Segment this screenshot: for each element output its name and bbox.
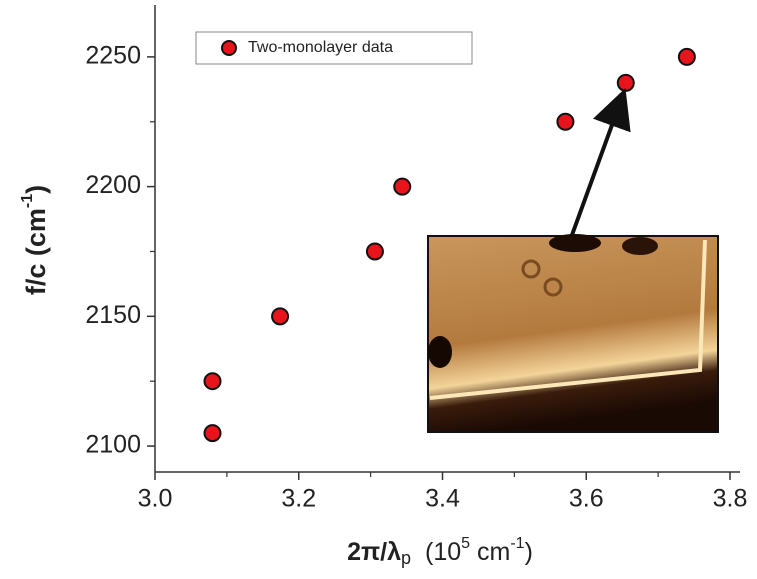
x-label-part: ) [525,538,533,566]
point [365,242,384,261]
x-tick-label: 3.4 [425,485,460,513]
arrow [570,87,631,236]
x-label-sup: 5 [461,535,470,552]
x-label-sub: p [401,548,411,568]
y-label-part: f/c (cm [21,208,51,295]
legend-marker [221,40,237,56]
legend-box [195,31,473,65]
y-label-sup: -1 [19,194,36,208]
y-tick-label: 2200 [85,171,141,199]
x-tick-label: 3.8 [713,485,748,513]
inset-image [427,234,719,433]
y-axis-title: f/c (cm-1) [19,185,51,295]
y-tick-label: 2100 [85,431,141,459]
x-label-part: 2π/λ [347,538,401,566]
x-label-part: (10 [425,538,461,566]
legend-label: Two-monolayer data [248,39,393,56]
x-label-sup: -1 [510,535,524,552]
y-tick-label: 2250 [85,41,141,69]
point [271,307,290,326]
y-label-part: ) [21,185,51,194]
point [203,424,222,443]
point [203,372,222,391]
x-label-part: cm [470,538,510,566]
point [556,112,575,131]
x-tick-label: 3.0 [138,485,173,513]
x-tick-label: 3.2 [281,485,316,513]
x-tick-label: 3.6 [569,485,604,513]
point [393,177,412,196]
x-axis-title: 2π/λp (105 cm-1) [347,535,533,568]
point [616,73,635,92]
y-tick-label: 2150 [85,301,141,329]
point [677,47,696,66]
